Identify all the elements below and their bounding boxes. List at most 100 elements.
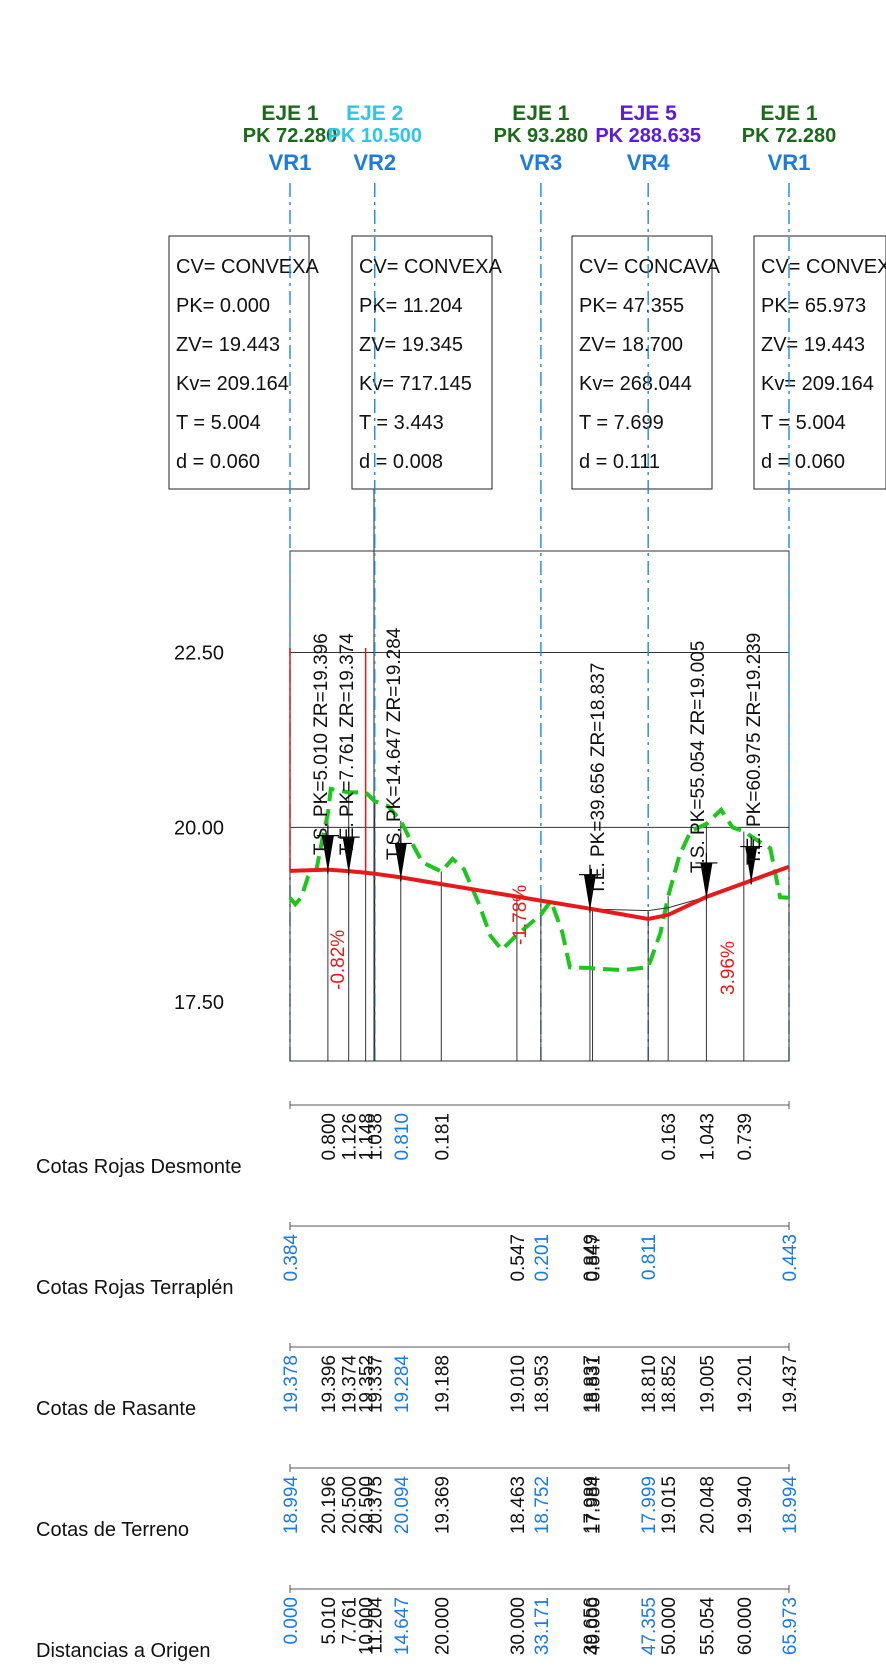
table-cell: 17.989 [581,1476,602,1534]
curve-box-line: ZV= 19.443 [176,334,280,356]
table-cell: 19.188 [432,1355,453,1413]
curve-box [351,235,493,490]
vertex-eje-label: EJE 1 [512,102,570,125]
table-cell: 11.204 [366,1597,387,1654]
table-row-label: Distancias a Origen [36,1640,211,1662]
table-cell: 0.847 [584,1234,605,1282]
table-cell: 20.196 [319,1476,340,1534]
curve-box-line: CV= CONVEXA [176,256,319,278]
curve-marker-label: T.S. PK=14.647 ZR=19.284 [384,627,405,860]
table-cell: 0.739 [735,1113,756,1161]
table-cell: 40.000 [584,1597,605,1655]
curve-marker-label: T.S. PK=55.054 ZR=19.005 [688,641,709,873]
table-row-label: Cotas Rojas Desmonte [36,1156,242,1178]
curve-box-line: PK= 65.973 [761,295,866,317]
vertex-eje-label: EJE 1 [261,102,319,125]
table-cell: 20.500 [357,1476,378,1534]
grade-label: 3.96% [718,941,739,995]
table-cell: 39.656 [581,1597,602,1655]
curve-box-line: Kv= 209.164 [176,373,289,395]
curve-box [571,235,713,490]
table-cell: 33.171 [532,1597,553,1655]
vertex-pk-label: PK 72.280 [742,125,837,147]
curve-box-line: Kv= 717.145 [359,373,472,395]
curve-box-line: CV= CONVEXA [761,256,886,278]
table-cell: 0.201 [532,1234,553,1282]
curve-box-line: PK= 11.204 [359,295,463,317]
curve-box-line: PK= 0.000 [176,295,270,317]
vertex-eje-label: EJE 2 [346,102,403,125]
curve-box-line: Kv= 268.044 [579,373,692,395]
grade-label: -1.78% [510,885,531,945]
table-cell: 14.647 [392,1597,413,1655]
table-cell: 60.000 [735,1597,756,1655]
curve-markers: T.S. PK=5.010 ZR=19.396 T.E. PK=7.761 ZR=… [311,627,765,913]
grade-line [289,864,790,922]
curve-box-line: ZV= 19.345 [359,334,463,356]
vertex-name-label: VR3 [519,150,562,175]
terrain-line [288,786,790,973]
table-cell: 0.163 [659,1113,680,1161]
curve-box-line: d = 0.060 [176,451,260,473]
data-table: Cotas Rojas Desmonte 0.800 1.1261.1481.038… [36,1101,801,1662]
table-cell: 18.953 [532,1355,553,1413]
table-cell: 19.396 [319,1355,340,1413]
curve-box-line: T = 5.004 [761,412,846,434]
table-cell: 0.800 [319,1113,340,1161]
curve-box [168,235,310,490]
table-cell: 19.201 [735,1355,756,1413]
curve-box-line: PK= 47.355 [579,295,684,317]
table-cell: 18.994 [281,1476,302,1535]
table-cell: 7.761 [340,1597,361,1645]
profile-frame-border [289,550,790,1062]
table-cell: 0.849 [581,1234,602,1282]
vertical-curve-boxes: CV= CONVEXA PK= 0.000 ZV= 19.443 Kv= 209.16… [168,235,886,1061]
table-cell: 20.375 [366,1476,387,1534]
table-row-label: Cotas de Terreno [36,1519,189,1541]
table-cell: 0.181 [432,1113,453,1161]
vertex-name-label: VR2 [353,150,396,175]
table-cell: 65.973 [780,1597,801,1655]
curve-marker-label: T.E. PK=39.656 ZR=18.837 [588,663,609,895]
table-cell: 19.015 [659,1476,680,1534]
table-cell: 30.000 [508,1597,529,1655]
profile-lines [288,786,790,973]
curve-box-line: ZV= 18.700 [579,334,683,356]
table-cell: 19.352 [357,1355,378,1413]
curve-box-line: T = 5.004 [176,412,261,434]
table-cell: 19.940 [735,1476,756,1534]
grade-label: -0.82% [328,930,349,990]
elevation-labels: 22.50 20.00 17.50 [174,642,224,1014]
table-cell: 5.010 [319,1597,340,1645]
table-cell: 17.999 [639,1476,660,1534]
curve-marker-label: T.E. PK=7.761 ZR=19.374 [337,633,358,855]
table-cell: 0.811 [639,1234,660,1280]
table-cell: 0.384 [281,1234,302,1282]
table-cell: 18.831 [584,1355,605,1413]
table-cell: 19.369 [432,1476,453,1534]
vertex-name-label: VR4 [627,150,671,175]
table-cell: 18.852 [659,1355,680,1413]
vertex-pk-label: PK 72.280 [243,125,338,147]
curve-box-line: ZV= 19.443 [761,334,865,356]
vertex-pk-label: PK 93.280 [494,125,589,147]
table-cell: 50.000 [659,1597,680,1655]
elevation-label: 22.50 [174,642,224,664]
table-cell: 1.043 [697,1113,718,1161]
table-cell: 1.126 [340,1113,361,1161]
table-cell: 0.810 [392,1113,413,1161]
table-cell: 10.000 [357,1597,378,1655]
curve-box-line: CV= CONCAVA [579,256,721,278]
grade-labels: -0.82% -1.78% 3.96% [328,885,739,995]
table-cell: 20.048 [697,1476,718,1534]
table-cell: 18.837 [581,1355,602,1413]
table-cell: 1.038 [366,1113,387,1161]
table-cell: 18.463 [508,1476,529,1534]
curve-box-line: T = 7.699 [579,412,664,434]
table-cell: 19.378 [281,1355,302,1413]
table-cell: 19.005 [697,1355,718,1413]
table-row-label: Cotas Rojas Terraplén [36,1277,234,1299]
table-cell: 19.374 [340,1355,361,1414]
